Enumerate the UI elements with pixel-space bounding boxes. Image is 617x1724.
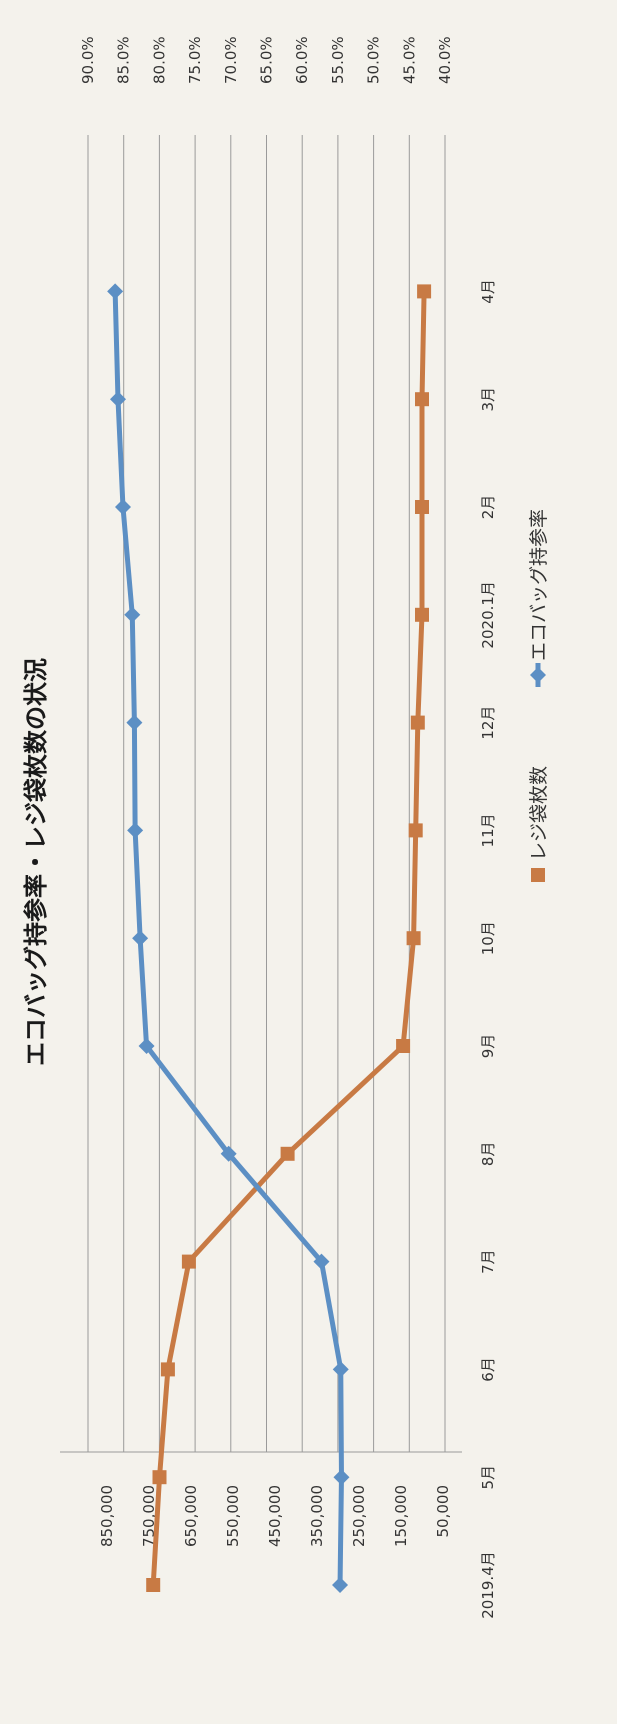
right-axis-ticks: 90.0% 85.0% 80.0% 75.0% 70.0% 65.0% 60.0% 55.0%…	[79, 36, 454, 84]
category-tick-label: 6月	[479, 1357, 497, 1382]
series-marker	[114, 499, 131, 515]
series-marker	[332, 1361, 349, 1378]
legend-label: レジ袋枚数	[528, 766, 550, 861]
gridlines	[87, 135, 446, 1452]
left-axis-tick-label: 350,000	[308, 1485, 326, 1547]
right-axis-tick-label: 85.0%	[115, 36, 133, 84]
right-axis-tick-label: 65.0%	[258, 36, 276, 84]
series-marker	[146, 1578, 161, 1592]
left-axis-tick-label: 150,000	[392, 1485, 410, 1547]
category-tick-label: 2020.1月	[479, 581, 497, 649]
right-axis-tick-label: 60.0%	[293, 36, 311, 84]
series-marker	[280, 1146, 295, 1161]
left-axis-tick-label: 50,000	[434, 1485, 452, 1538]
category-tick-label: 2019.4月	[479, 1551, 497, 1619]
category-tick-label: 8月	[479, 1142, 497, 1167]
left-axis-tick-label: 450,000	[266, 1485, 284, 1547]
series-marker	[415, 607, 429, 622]
category-tick-label: 2月	[479, 495, 497, 520]
legend-label: エコバッグ持参率	[528, 509, 550, 661]
series-line	[112, 291, 344, 1586]
series-marker	[406, 931, 421, 946]
series-marker	[138, 1038, 155, 1054]
series-marker	[396, 1039, 411, 1053]
right-axis-tick-label: 45.0%	[400, 36, 418, 84]
left-axis-tick-label: 550,000	[224, 1485, 242, 1547]
left-axis-ticks: 850,000 750,000 650,000 550,000 450,000 350,0…	[98, 1485, 452, 1547]
legend-marker	[531, 868, 545, 882]
series-line	[150, 291, 427, 1586]
right-axis-tick-label: 75.0%	[186, 36, 204, 84]
left-axis-tick-label: 250,000	[350, 1485, 368, 1547]
series-marker	[417, 284, 432, 299]
category-tick-label: 4月	[479, 279, 497, 304]
series-lines	[112, 291, 427, 1586]
series-marker	[333, 1469, 350, 1486]
right-axis-tick-label: 90.0%	[79, 36, 97, 84]
series-marker	[408, 823, 423, 838]
series-marker	[107, 283, 124, 300]
chart-title: エコバッグ持参率・レジ袋枚数の状況	[22, 658, 50, 1066]
category-tick-label: 7月	[479, 1249, 497, 1274]
category-tick-label: 3月	[479, 387, 497, 412]
series-marker	[332, 1577, 349, 1593]
left-axis-tick-label: 750,000	[140, 1485, 158, 1547]
series-marker	[132, 930, 149, 947]
series-marker	[181, 1254, 196, 1269]
category-tick-label: 12月	[479, 706, 497, 740]
series-marker	[127, 822, 144, 839]
legend-marker	[530, 667, 546, 683]
series-marker	[415, 392, 429, 407]
right-axis-tick-label: 50.0%	[365, 36, 383, 84]
right-axis-tick-label: 40.0%	[436, 36, 454, 84]
series-marker	[410, 715, 425, 730]
series-marker	[109, 391, 126, 408]
series-marker	[160, 1362, 175, 1377]
category-axis-ticks: 2019.4月 5月 6月 7月 8月 9月 10月 11月 12月 2020.1月 2月 3月 4月	[479, 279, 497, 1619]
series-marker	[152, 1470, 167, 1485]
series-marker	[415, 500, 429, 514]
right-axis-tick-label: 55.0%	[329, 36, 347, 84]
category-tick-label: 9月	[479, 1034, 497, 1059]
legend: レジ袋枚数 エコバッグ持参率	[528, 509, 550, 882]
category-tick-label: 11月	[479, 813, 497, 847]
category-tick-label: 5月	[479, 1465, 497, 1490]
left-axis-tick-label: 850,000	[98, 1485, 116, 1547]
series-markers	[107, 283, 432, 1593]
series-marker	[124, 606, 141, 623]
left-axis-tick-label: 650,000	[182, 1485, 200, 1547]
series-marker	[126, 714, 143, 731]
right-axis-tick-label: 80.0%	[150, 36, 168, 84]
category-tick-label: 10月	[479, 921, 497, 955]
right-axis-tick-label: 70.0%	[222, 36, 240, 84]
